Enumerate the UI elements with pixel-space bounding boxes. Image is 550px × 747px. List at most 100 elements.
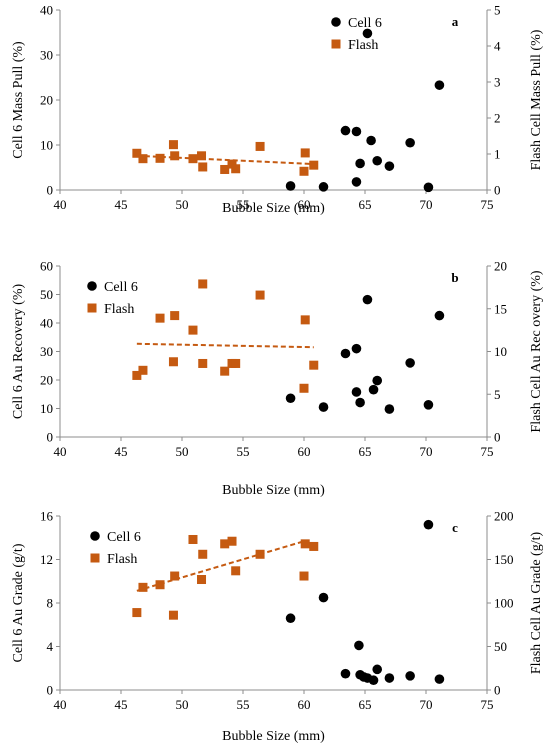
cell6-point xyxy=(405,671,415,681)
y-tick-label: 4 xyxy=(47,639,54,654)
x-axis-title: Bubble Size (mm) xyxy=(222,729,325,744)
cell6-point xyxy=(354,640,364,651)
flash-point xyxy=(231,358,241,368)
cell6-point xyxy=(405,137,415,148)
y2-tick-label: 5 xyxy=(494,3,501,18)
cell6-point xyxy=(366,135,376,146)
flash-point xyxy=(309,541,319,551)
x-tick-label: 45 xyxy=(115,697,128,712)
flash-point xyxy=(155,153,165,163)
x-tick-label: 40 xyxy=(54,444,67,459)
y2-tick-label: 100 xyxy=(494,596,514,611)
panel-letter: a xyxy=(452,14,459,29)
flash-trendline xyxy=(136,154,314,166)
cell6-point xyxy=(434,310,445,321)
legend-flash-marker xyxy=(87,303,97,313)
y2-tick-label: 5 xyxy=(494,387,501,402)
cell6-point xyxy=(372,155,383,166)
x-tick-label: 40 xyxy=(54,197,67,212)
legend-flash-marker xyxy=(90,553,100,563)
legend-cell6-label: Cell 6 xyxy=(107,530,141,545)
y-tick-label: 50 xyxy=(40,287,53,302)
cell6-point xyxy=(285,181,296,191)
flash-point xyxy=(309,160,319,170)
x-tick-label: 60 xyxy=(298,697,311,712)
flash-point xyxy=(168,357,178,367)
cell6-point xyxy=(372,664,383,675)
flash-point xyxy=(198,279,208,289)
flash-point xyxy=(299,571,309,581)
x-tick-label: 65 xyxy=(359,697,372,712)
y-tick-label: 8 xyxy=(47,596,54,611)
flash-point xyxy=(168,610,178,620)
cell6-point xyxy=(318,182,329,192)
y-tick-label: 40 xyxy=(40,3,53,18)
y2-tick-label: 200 xyxy=(494,509,514,524)
flash-point xyxy=(132,370,142,380)
y-tick-label: 30 xyxy=(40,48,53,63)
y2-tick-label: 0 xyxy=(494,183,501,198)
y2-tick-label: 4 xyxy=(494,39,501,54)
flash-point xyxy=(300,148,310,158)
y2-tick-label: 1 xyxy=(494,147,501,162)
cell6-point xyxy=(423,519,434,530)
y2-tick-label: 50 xyxy=(494,639,507,654)
y-tick-label: 0 xyxy=(47,683,54,698)
flash-point xyxy=(198,358,208,368)
flash-point xyxy=(299,166,309,176)
x-tick-label: 55 xyxy=(237,697,250,712)
y-tick-label: 12 xyxy=(40,552,53,567)
flash-point xyxy=(197,575,207,585)
y2-tick-label: 10 xyxy=(494,344,507,359)
flash-point xyxy=(231,566,241,576)
y-tick-label: 10 xyxy=(40,401,53,416)
flash-point xyxy=(198,549,208,559)
y-tick-label: 20 xyxy=(40,93,53,108)
y-axis-title: Cell 6 Au Recovery (%) xyxy=(11,284,26,420)
x-tick-label: 55 xyxy=(237,197,250,212)
y-tick-label: 30 xyxy=(40,344,53,359)
y2-tick-label: 2 xyxy=(494,111,501,126)
panel-letter: c xyxy=(452,520,458,535)
y-tick-label: 0 xyxy=(47,183,54,198)
x-tick-label: 70 xyxy=(420,697,433,712)
legend-flash-label: Flash xyxy=(348,38,378,53)
legend-cell6-marker xyxy=(90,531,100,541)
flash-point xyxy=(138,365,148,375)
y-axis-title: Cell 6 Mass Pull (%) xyxy=(11,41,26,159)
flash-point xyxy=(227,159,237,169)
cell6-point xyxy=(384,161,395,171)
flash-point xyxy=(255,141,265,151)
flash-point xyxy=(132,148,142,158)
cell6-point xyxy=(423,182,434,193)
legend: Cell 6 Flash xyxy=(87,280,138,317)
x-tick-label: 75 xyxy=(481,197,494,212)
cell6-point xyxy=(384,673,395,683)
legend: Cell 6 Flash xyxy=(90,530,141,567)
flash-point xyxy=(188,325,198,335)
legend-flash-label: Flash xyxy=(107,552,137,567)
flash-point xyxy=(309,360,319,370)
flash-point xyxy=(170,311,180,321)
flash-point xyxy=(231,164,241,174)
flash-point xyxy=(300,315,310,325)
cell6-point xyxy=(351,177,362,187)
flash-point xyxy=(132,608,142,618)
cell6-point xyxy=(351,387,362,397)
x-tick-label: 50 xyxy=(176,197,189,212)
legend-flash-marker xyxy=(331,39,341,49)
x-tick-label: 75 xyxy=(481,444,494,459)
y-tick-label: 10 xyxy=(40,138,53,153)
panel-c: 40 45 50 55 60 65 70 750481216050100150200Bubbl… xyxy=(11,509,544,745)
cell6-point xyxy=(423,399,434,410)
y-tick-label: 0 xyxy=(47,430,54,445)
y-axis-title: Cell 6 Au Grade (g/t) xyxy=(11,543,26,662)
y2-axis-title: Flash Cell Au Grade (g/t) xyxy=(529,532,544,675)
y-tick-label: 16 xyxy=(40,509,54,524)
flash-point xyxy=(188,154,198,164)
cell6-point xyxy=(372,375,383,386)
y-tick-label: 20 xyxy=(40,373,53,388)
y2-tick-label: 0 xyxy=(494,430,501,445)
flash-point xyxy=(197,151,207,161)
